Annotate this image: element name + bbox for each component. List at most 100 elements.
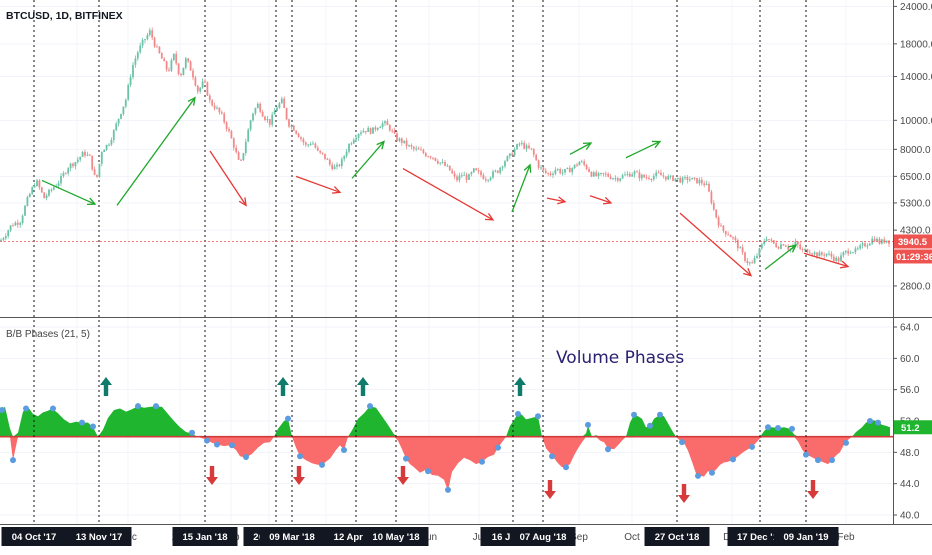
candle-body: [544, 170, 547, 173]
candle-body: [36, 180, 38, 187]
candle-body: [400, 138, 403, 143]
indicator-dots: [0, 403, 881, 493]
candle-body: [362, 130, 365, 133]
candle-body: [736, 240, 739, 249]
candle-body: [780, 244, 782, 249]
candle-body: [667, 176, 670, 180]
candle-body: [427, 156, 430, 158]
candle-body: [748, 262, 751, 264]
time-tick-label: Jul: [473, 532, 486, 543]
candle-body: [98, 163, 101, 178]
indicator-tick-label: 48.0: [900, 448, 920, 459]
candle-body: [681, 177, 684, 183]
candle-body: [434, 157, 437, 161]
arrow-head: [331, 186, 342, 194]
phase-pivot-dot: [515, 410, 521, 417]
candle-body: [465, 174, 468, 180]
downtrend-arrow: [803, 252, 849, 268]
candle-body: [852, 252, 854, 254]
phase-pivot-dot: [153, 403, 159, 410]
event-date-label: 13 Nov '17: [76, 532, 123, 543]
candle-body: [410, 145, 413, 147]
candle-body: [583, 161, 586, 165]
candle-body: [715, 209, 718, 218]
candle-body: [398, 138, 401, 141]
candle-body: [220, 112, 223, 114]
candle-body: [340, 159, 343, 167]
candle-body: [412, 146, 415, 149]
indicator-value-label: 51.2: [901, 423, 920, 434]
candle-body: [232, 138, 235, 148]
price-tick-label: 14000.0: [900, 72, 932, 83]
phase-pivot-dot: [297, 453, 303, 460]
candle-body: [355, 137, 358, 140]
candle-body: [172, 53, 175, 61]
phase-pivot-dot: [341, 446, 347, 453]
candle-body: [580, 161, 583, 163]
candle-body: [120, 113, 122, 119]
candle-body: [693, 177, 696, 179]
candle-body: [420, 149, 422, 151]
candle-body: [794, 241, 797, 246]
candle-body: [816, 252, 818, 257]
candle-body: [76, 159, 79, 163]
candle-body: [828, 253, 830, 255]
candle-body: [602, 172, 605, 174]
price-tick-label: 2800.0: [900, 281, 931, 292]
candle-body: [343, 156, 346, 160]
event-date-label: 17 Dec '18: [737, 532, 783, 543]
candle-body: [638, 172, 641, 179]
candle-body: [535, 154, 538, 161]
price-tick-label: 24000.0: [900, 2, 932, 13]
candle-body: [729, 234, 732, 238]
candle-body: [129, 77, 132, 85]
candle-body: [876, 238, 878, 242]
candle-body: [134, 58, 137, 65]
indicator-tick-label: 44.0: [900, 479, 920, 490]
candle-body: [717, 217, 720, 226]
candle-body: [698, 179, 701, 184]
candle-body: [823, 254, 826, 256]
candle-body: [199, 87, 202, 92]
downtrend-arrow: [546, 197, 566, 203]
candle-body: [576, 164, 578, 166]
candle-body: [357, 134, 360, 138]
phase-pivot-dot: [229, 442, 235, 449]
phase-pivot-dot: [563, 464, 569, 471]
candle-body: [192, 70, 194, 78]
candle-body: [276, 107, 278, 112]
candle-body: [784, 245, 787, 247]
candle-body: [475, 168, 478, 171]
candle-body: [712, 203, 715, 210]
candle-body: [758, 248, 761, 256]
candle-body: [228, 128, 230, 132]
phase-pivot-dot: [79, 419, 85, 426]
candle-body: [657, 172, 660, 174]
sell-signal-arrow: [544, 480, 556, 499]
candle-body: [777, 247, 780, 249]
candle-body: [271, 114, 274, 125]
event-date-badge: [1, 527, 67, 546]
trend-arrows: [41, 96, 850, 277]
candle-body: [196, 85, 199, 92]
buy-signal-arrow: [277, 377, 289, 396]
candle-body: [808, 252, 811, 254]
candle-body: [244, 141, 247, 154]
candle-body: [0, 239, 2, 242]
candle-body: [31, 187, 34, 194]
candle-body: [732, 237, 734, 239]
phase-pivot-dot: [243, 454, 249, 461]
indicator-annotation: Volume Phases: [556, 348, 684, 368]
candle-body: [866, 245, 869, 247]
candle-body: [520, 142, 523, 144]
candle-body: [590, 171, 593, 177]
candle-body: [405, 140, 408, 147]
candle-body: [873, 238, 876, 242]
arrow-head: [484, 212, 495, 221]
candle-body: [489, 177, 492, 180]
candle-body: [645, 177, 648, 179]
candle-body: [2, 238, 5, 240]
phase-pivot-dot: [631, 411, 637, 418]
